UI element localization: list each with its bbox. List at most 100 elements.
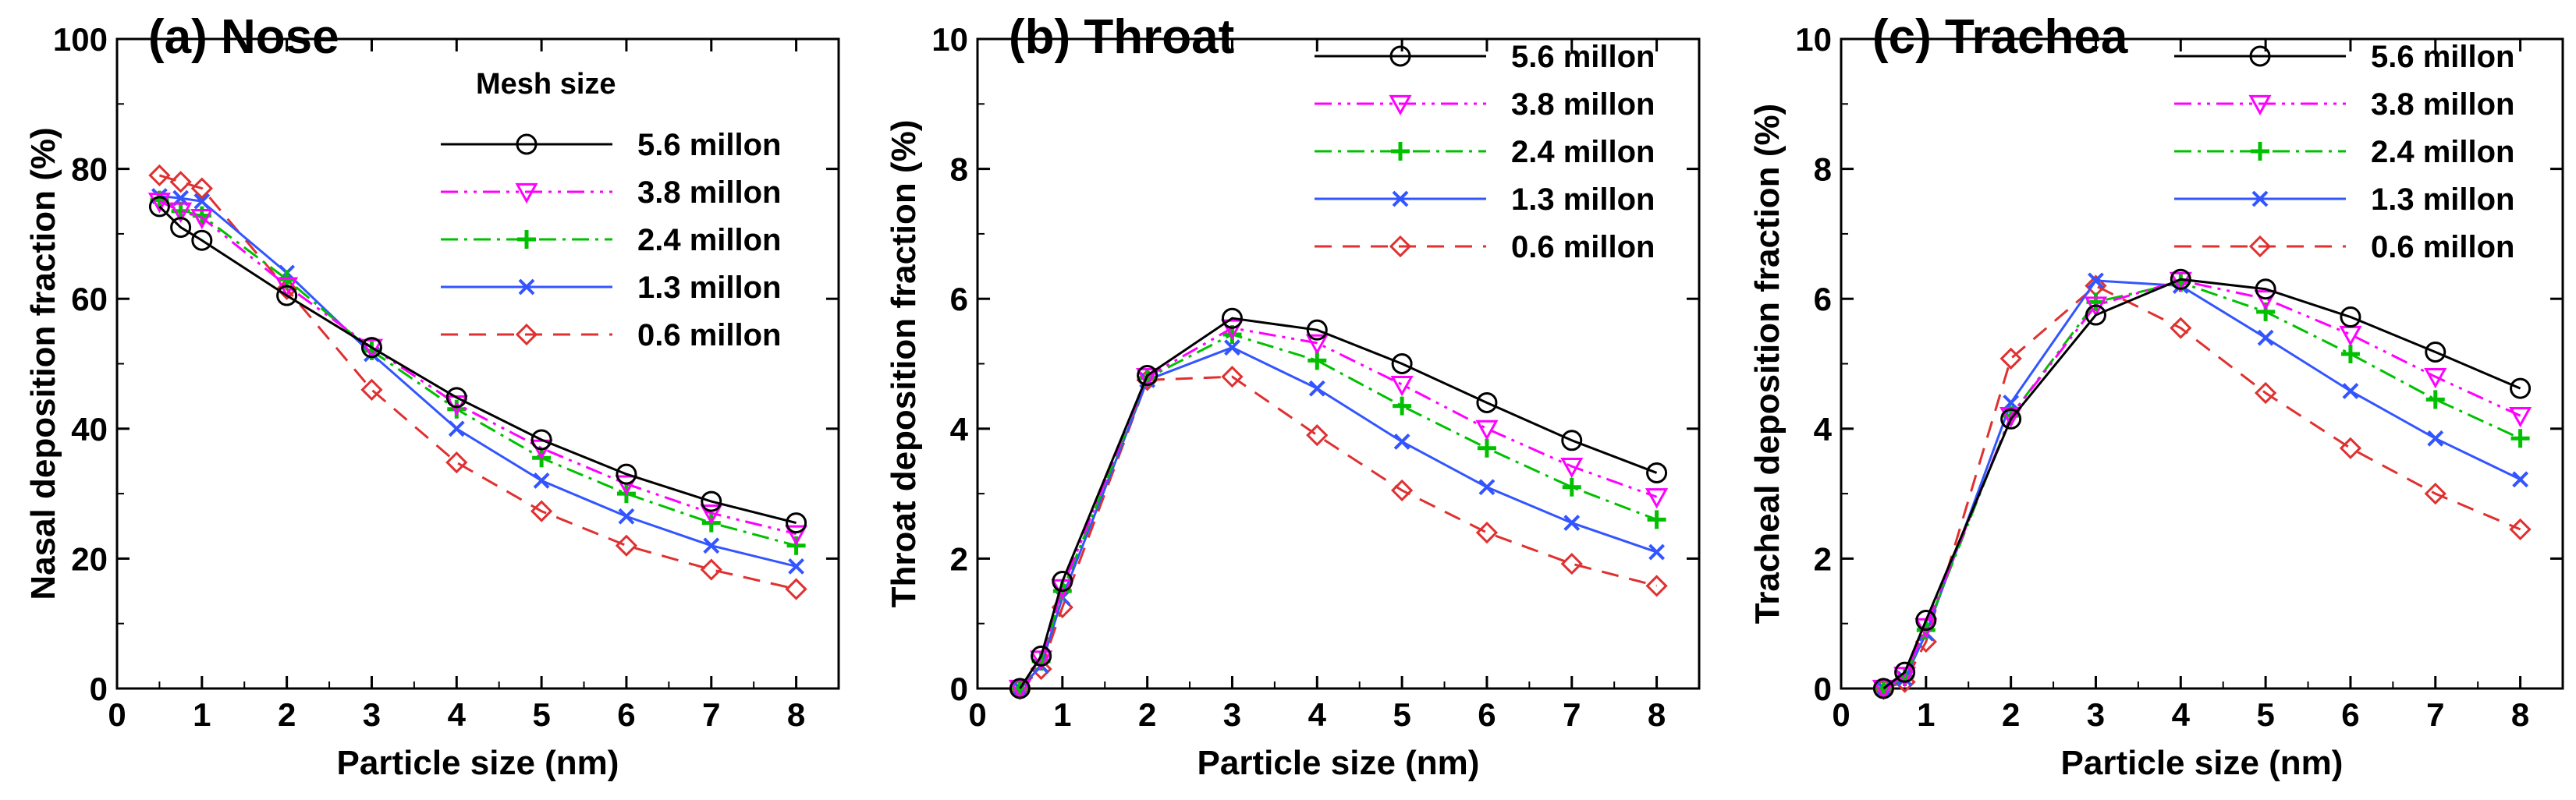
data-point: [2509, 518, 2532, 541]
data-point: [1224, 339, 1240, 356]
legend-label: 0.6 millon: [637, 318, 782, 352]
x-axis-label: Particle size (nm): [1198, 744, 1480, 782]
legend-label: 0.6 millon: [2371, 230, 2515, 264]
x-tick-label: 3: [1223, 696, 1241, 733]
legend-marker: [1389, 235, 1412, 258]
data-point: [148, 196, 170, 218]
data-point: [169, 202, 193, 223]
series-0-6-millon: [1009, 366, 1668, 700]
data-point: [788, 558, 805, 575]
panel-title: (c) Trachea: [1872, 10, 2128, 64]
data-point: [1872, 679, 1895, 701]
data-point: [445, 387, 467, 409]
series-1-3-millon: [151, 188, 805, 575]
data-point: [530, 429, 552, 451]
data-point: [2254, 290, 2277, 311]
data-point: [701, 490, 722, 512]
legend-label: 2.4 millon: [1511, 135, 1655, 169]
x-tick-label: 1: [193, 696, 211, 733]
series-line: [158, 200, 797, 536]
y-tick-label: 6: [950, 281, 968, 317]
x-tick-label: 5: [532, 696, 550, 733]
data-point: [1393, 396, 1412, 416]
y-tick-label: 40: [71, 411, 108, 448]
x-tick-label: 7: [702, 696, 720, 733]
legend-label: 5.6 millon: [1511, 40, 1655, 74]
data-point: [785, 525, 808, 546]
data-point: [1009, 678, 1031, 699]
legend-item: 1.3 millon: [441, 271, 782, 305]
series-0-6-millon: [1872, 274, 2532, 700]
series-3-8-millon: [1008, 319, 1669, 701]
series-line: [158, 174, 797, 591]
legend-label: 0.6 millon: [1511, 230, 1655, 264]
y-tick-label: 2: [950, 540, 968, 577]
y-axis-label: Throat deposition fraction (%): [885, 120, 923, 608]
data-point: [618, 508, 635, 525]
y-tick-label: 0: [1814, 671, 1832, 707]
data-point: [1646, 462, 1668, 483]
data-point: [1306, 424, 1329, 447]
legend: 5.6 millon 3.8 millon 2.4 millon 1.3 millon…: [2174, 40, 2515, 264]
x-tick-label: 6: [617, 696, 635, 733]
legend-marker: [2251, 190, 2269, 207]
data-point: [2427, 430, 2444, 447]
x-tick-label: 2: [2002, 696, 2020, 733]
y-tick-label: 4: [1814, 411, 1833, 448]
x-tick-label: 0: [968, 696, 986, 733]
series-line: [1882, 279, 2521, 690]
data-point: [445, 451, 468, 474]
data-point: [1563, 515, 1581, 531]
legend-marker: [2248, 94, 2272, 116]
y-tick-label: 2: [1814, 540, 1832, 577]
y-axis-label: Nasal deposition fraction (%): [24, 127, 62, 600]
data-point: [2342, 383, 2359, 399]
data-point: [1031, 645, 1052, 667]
data-point: [148, 164, 171, 187]
series-line: [158, 205, 797, 525]
data-point: [190, 177, 213, 200]
x-tick-label: 6: [1478, 696, 1496, 733]
x-tick-label: 3: [363, 696, 381, 733]
data-point: [1475, 419, 1499, 441]
y-tick-label: 20: [71, 540, 108, 577]
data-point: [190, 208, 214, 230]
legend-item: 2.4 millon: [441, 223, 782, 257]
series-1-3-millon: [1011, 339, 1666, 697]
data-point: [2254, 381, 2277, 405]
data-point: [700, 504, 723, 526]
legend-item: 3.8 millon: [441, 175, 782, 210]
y-tick-label: 6: [1814, 281, 1832, 317]
series-5-6-millon: [148, 196, 807, 534]
data-point: [1390, 376, 1414, 397]
data-point: [2510, 377, 2532, 399]
data-point: [1645, 575, 1668, 597]
data-point: [703, 537, 720, 554]
data-point: [1305, 334, 1329, 355]
legend-label: 2.4 millon: [2371, 135, 2515, 169]
data-point: [2425, 390, 2445, 409]
y-tick-label: 0: [90, 671, 108, 707]
data-point: [1894, 661, 1916, 683]
legend-item: 2.4 millon: [1315, 135, 1655, 169]
y-tick-label: 10: [931, 21, 968, 58]
legend: Mesh size 5.6 millon 3.8 millon 2.4 millon 1…: [441, 68, 782, 352]
series-5-6-millon: [1009, 307, 1668, 699]
data-point: [2424, 482, 2446, 505]
x-tick-label: 8: [2511, 696, 2529, 733]
legend-marker: [518, 278, 535, 296]
data-point: [2085, 304, 2106, 326]
data-point: [448, 420, 465, 437]
data-point: [2088, 272, 2104, 289]
data-point: [360, 337, 382, 359]
data-point: [2000, 408, 2022, 430]
data-point: [1137, 364, 1158, 386]
series-5-6-millon: [1872, 268, 2532, 699]
legend-marker: [516, 133, 538, 155]
panel-title: (b) Throat: [1009, 10, 1234, 64]
data-point: [1560, 552, 1583, 575]
data-point: [2340, 345, 2360, 364]
data-point: [615, 475, 638, 496]
data-point: [1872, 678, 1894, 699]
